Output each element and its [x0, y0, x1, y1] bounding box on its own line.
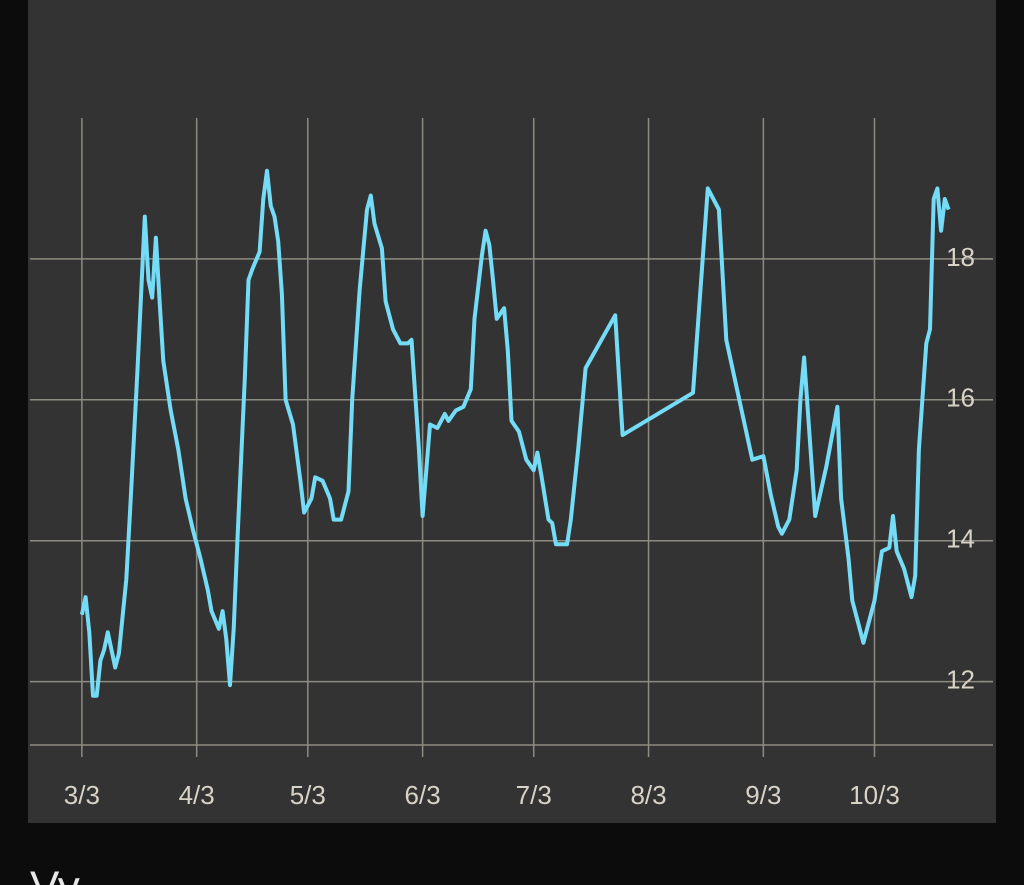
x-tick-label: 8/3	[630, 780, 666, 810]
y-tick-label: 14	[946, 524, 975, 554]
x-tick-label: 4/3	[179, 780, 215, 810]
y-tick-label: 12	[946, 664, 975, 694]
x-tick-label: 6/3	[405, 780, 441, 810]
y-tick-label: 16	[946, 383, 975, 413]
x-tick-label: 5/3	[290, 780, 326, 810]
section-label: Vy	[30, 863, 80, 885]
x-tick-label: 10/3	[849, 780, 900, 810]
data-line	[79, 168, 951, 698]
x-tick-label: 7/3	[516, 780, 552, 810]
y-tick-label: 18	[946, 242, 975, 272]
x-tick-label: 3/3	[64, 780, 100, 810]
x-tick-label: 9/3	[745, 780, 781, 810]
